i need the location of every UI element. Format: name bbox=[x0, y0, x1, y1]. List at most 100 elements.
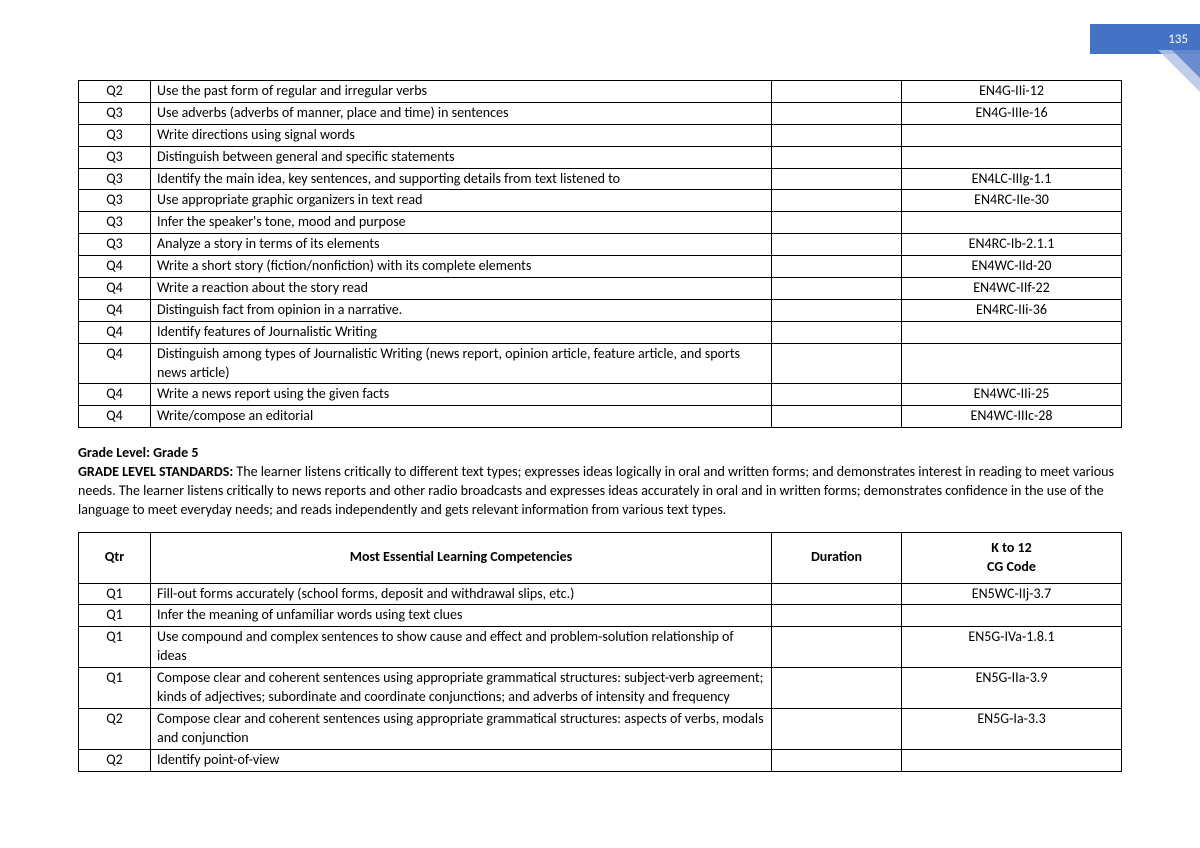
table-row: Q1Compose clear and coherent sentences u… bbox=[79, 668, 1122, 709]
cell-qtr: Q3 bbox=[79, 234, 151, 256]
header-competencies: Most Essential Learning Competencies bbox=[151, 532, 772, 583]
table-row: Q4Distinguish fact from opinion in a nar… bbox=[79, 299, 1122, 321]
cell-qtr: Q4 bbox=[79, 256, 151, 278]
cell-qtr: Q1 bbox=[79, 583, 151, 605]
table-row: Q2Compose clear and coherent sentences u… bbox=[79, 708, 1122, 749]
cell-competency: Identify features of Journalistic Writin… bbox=[151, 321, 772, 343]
cell-duration bbox=[772, 583, 902, 605]
table-row: Q3Write directions using signal words bbox=[79, 124, 1122, 146]
header-duration: Duration bbox=[772, 532, 902, 583]
cell-code: EN4LC-IIIg-1.1 bbox=[902, 168, 1122, 190]
competencies-table-continued: Q2Use the past form of regular and irreg… bbox=[78, 80, 1122, 428]
cell-competency: Use adverbs (adverbs of manner, place an… bbox=[151, 102, 772, 124]
cell-qtr: Q2 bbox=[79, 749, 151, 771]
cell-code: EN4WC-IIIc-28 bbox=[902, 406, 1122, 428]
table-row: Q3Use appropriate graphic organizers in … bbox=[79, 190, 1122, 212]
table-row: Q2Use the past form of regular and irreg… bbox=[79, 81, 1122, 103]
cell-duration bbox=[772, 299, 902, 321]
standards-label: GRADE LEVEL STANDARDS: bbox=[78, 463, 236, 480]
cell-qtr: Q3 bbox=[79, 168, 151, 190]
cell-competency: Write directions using signal words bbox=[151, 124, 772, 146]
cell-code: EN4RC-Ib-2.1.1 bbox=[902, 234, 1122, 256]
cell-competency: Distinguish between general and specific… bbox=[151, 146, 772, 168]
cell-qtr: Q1 bbox=[79, 605, 151, 627]
table-row: Q4Write a news report using the given fa… bbox=[79, 384, 1122, 406]
cell-qtr: Q3 bbox=[79, 190, 151, 212]
cell-qtr: Q1 bbox=[79, 627, 151, 668]
cell-competency: Analyze a story in terms of its elements bbox=[151, 234, 772, 256]
cell-qtr: Q3 bbox=[79, 146, 151, 168]
cell-duration bbox=[772, 321, 902, 343]
cell-duration bbox=[772, 605, 902, 627]
competencies-table-grade5: Qtr Most Essential Learning Competencies… bbox=[78, 532, 1122, 772]
cell-code bbox=[902, 343, 1122, 384]
cell-competency: Compose clear and coherent sentences usi… bbox=[151, 708, 772, 749]
cell-competency: Use the past form of regular and irregul… bbox=[151, 81, 772, 103]
table-row: Q3Identify the main idea, key sentences,… bbox=[79, 168, 1122, 190]
cell-competency: Identify point-of-view bbox=[151, 749, 772, 771]
table-row: Q4Write a short story (fiction/nonfictio… bbox=[79, 256, 1122, 278]
cell-competency: Write a news report using the given fact… bbox=[151, 384, 772, 406]
grade-level-label: Grade Level: Grade 5 bbox=[78, 444, 1122, 463]
table-row: Q3Infer the speaker's tone, mood and pur… bbox=[79, 212, 1122, 234]
cell-competency: Use compound and complex sentences to sh… bbox=[151, 627, 772, 668]
corner-decoration-dark bbox=[1170, 48, 1200, 78]
cell-duration bbox=[772, 278, 902, 300]
table-row: Q3Distinguish between general and specif… bbox=[79, 146, 1122, 168]
grade-section: Grade Level: Grade 5 GRADE LEVEL STANDAR… bbox=[78, 444, 1122, 520]
table-row: Q1Infer the meaning of unfamiliar words … bbox=[79, 605, 1122, 627]
cell-qtr: Q4 bbox=[79, 299, 151, 321]
cell-code: EN4RC-IIi-36 bbox=[902, 299, 1122, 321]
cell-code bbox=[902, 146, 1122, 168]
grade-standards-line: GRADE LEVEL STANDARDS: The learner liste… bbox=[78, 463, 1122, 520]
cell-qtr: Q3 bbox=[79, 124, 151, 146]
page-number: 135 bbox=[1168, 32, 1188, 47]
cell-code bbox=[902, 212, 1122, 234]
cell-code bbox=[902, 749, 1122, 771]
cell-competency: Distinguish fact from opinion in a narra… bbox=[151, 299, 772, 321]
cell-competency: Compose clear and coherent sentences usi… bbox=[151, 668, 772, 709]
table-row: Q1Fill-out forms accurately (school form… bbox=[79, 583, 1122, 605]
cell-qtr: Q3 bbox=[79, 212, 151, 234]
cell-duration bbox=[772, 668, 902, 709]
cell-duration bbox=[772, 627, 902, 668]
cell-duration bbox=[772, 168, 902, 190]
table-row: Q4Distinguish among types of Journalisti… bbox=[79, 343, 1122, 384]
cell-duration bbox=[772, 749, 902, 771]
cell-code bbox=[902, 321, 1122, 343]
cell-duration bbox=[772, 384, 902, 406]
cell-duration bbox=[772, 343, 902, 384]
cell-competency: Write a short story (fiction/nonfiction)… bbox=[151, 256, 772, 278]
cell-qtr: Q4 bbox=[79, 321, 151, 343]
cell-code: EN5G-IIa-3.9 bbox=[902, 668, 1122, 709]
cell-competency: Write/compose an editorial bbox=[151, 406, 772, 428]
cell-code: EN5G-Ia-3.3 bbox=[902, 708, 1122, 749]
cell-qtr: Q3 bbox=[79, 102, 151, 124]
table-row: Q4Write/compose an editorial EN4WC-IIIc-2… bbox=[79, 406, 1122, 428]
cell-qtr: Q2 bbox=[79, 708, 151, 749]
cell-code: EN4G-IIi-12 bbox=[902, 81, 1122, 103]
table-row: Q2Identify point-of-view bbox=[79, 749, 1122, 771]
cell-competency: Infer the meaning of unfamiliar words us… bbox=[151, 605, 772, 627]
cell-duration bbox=[772, 256, 902, 278]
cell-duration bbox=[772, 81, 902, 103]
cell-duration bbox=[772, 102, 902, 124]
table-row: Q4Identify features of Journalistic Writ… bbox=[79, 321, 1122, 343]
header-cgcode: K to 12CG Code bbox=[902, 532, 1122, 583]
cell-qtr: Q4 bbox=[79, 406, 151, 428]
cell-code bbox=[902, 605, 1122, 627]
cell-code bbox=[902, 124, 1122, 146]
table-header-row: Qtr Most Essential Learning Competencies… bbox=[79, 532, 1122, 583]
cell-qtr: Q4 bbox=[79, 343, 151, 384]
cell-competency: Infer the speaker's tone, mood and purpo… bbox=[151, 212, 772, 234]
cell-code: EN4WC-IIi-25 bbox=[902, 384, 1122, 406]
header-qtr: Qtr bbox=[79, 532, 151, 583]
cell-competency: Use appropriate graphic organizers in te… bbox=[151, 190, 772, 212]
cell-duration bbox=[772, 190, 902, 212]
cell-code: EN4G-IIIe-16 bbox=[902, 102, 1122, 124]
table-row: Q1Use compound and complex sentences to … bbox=[79, 627, 1122, 668]
cell-qtr: Q1 bbox=[79, 668, 151, 709]
cell-code: EN4WC-IId-20 bbox=[902, 256, 1122, 278]
cell-competency: Write a reaction about the story read bbox=[151, 278, 772, 300]
cell-qtr: Q4 bbox=[79, 384, 151, 406]
